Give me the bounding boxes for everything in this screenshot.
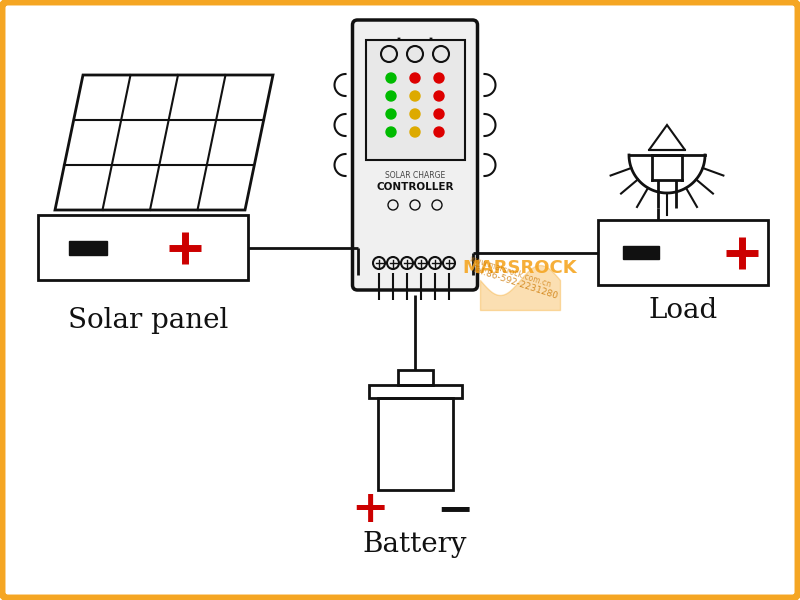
Bar (369, 385, 462, 398)
Text: Tel:86-592-2231280: Tel:86-592-2231280 (471, 265, 559, 301)
Circle shape (410, 109, 420, 119)
Circle shape (434, 109, 444, 119)
Text: www.marsrock.com.cn: www.marsrock.com.cn (468, 254, 552, 290)
Circle shape (434, 127, 444, 137)
Circle shape (386, 127, 396, 137)
Circle shape (410, 127, 420, 137)
Bar (398, 370, 433, 385)
Bar (366, 40, 465, 160)
Text: +: + (351, 488, 389, 532)
Circle shape (386, 91, 396, 101)
Bar (38, 215, 248, 280)
Bar (623, 246, 659, 259)
Bar (598, 220, 768, 285)
Circle shape (386, 109, 396, 119)
Bar (378, 398, 453, 490)
Text: MARSROCK: MARSROCK (462, 259, 578, 277)
Circle shape (386, 73, 396, 83)
Text: SOLAR CHARGE: SOLAR CHARGE (385, 170, 445, 179)
Circle shape (410, 73, 420, 83)
FancyBboxPatch shape (353, 20, 478, 290)
Bar (69, 241, 107, 254)
Circle shape (434, 91, 444, 101)
Text: Solar panel: Solar panel (68, 307, 228, 334)
Text: CONTROLLER: CONTROLLER (376, 182, 454, 192)
Circle shape (410, 91, 420, 101)
Circle shape (434, 73, 444, 83)
Text: −: − (436, 488, 474, 532)
Text: Battery: Battery (362, 532, 467, 559)
Text: Load: Load (648, 296, 718, 323)
